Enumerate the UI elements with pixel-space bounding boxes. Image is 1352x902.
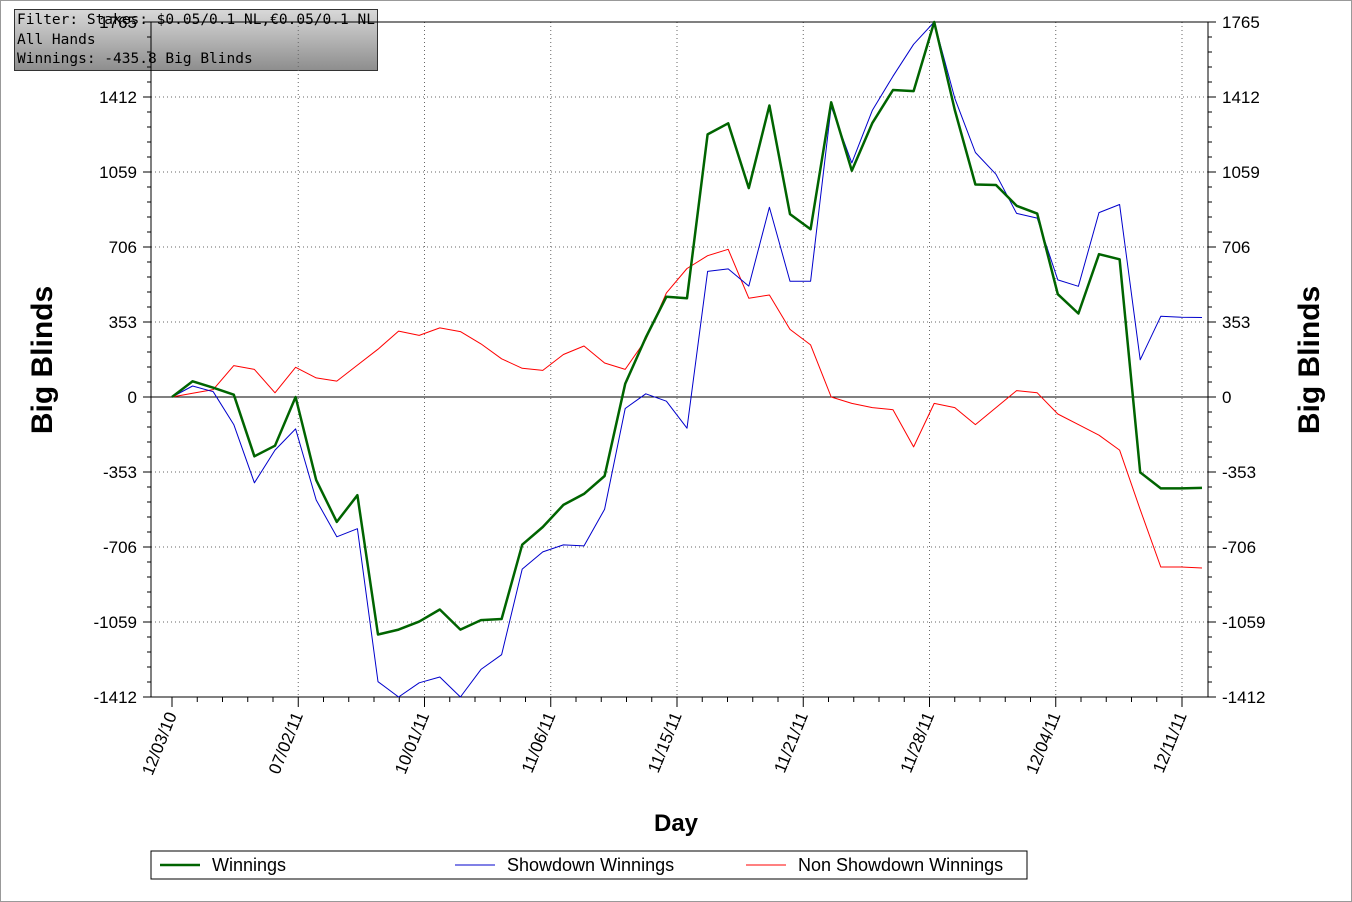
x-tick-label: 11/06/11 (518, 709, 559, 775)
filter-text: Filter: Stakes: $0.05/0.1 NL,€0.05/0.1 N… (17, 12, 375, 28)
y-tick-label-left: -706 (103, 538, 137, 557)
x-tick-label: 12/11/11 (1149, 709, 1190, 775)
x-tick-label: 11/15/11 (644, 709, 685, 775)
series-line-non-showdown-winnings (171, 248, 1203, 569)
y-tick-label-left: 1765 (99, 13, 137, 32)
x-tick-label: 10/01/11 (391, 709, 433, 776)
y-tick-label-left: 706 (109, 238, 137, 257)
y-tick-label-left: -1059 (94, 613, 137, 632)
legend-box (150, 850, 1028, 880)
hands-text: All Hands (17, 31, 96, 48)
x-axis-title: Day (654, 810, 699, 837)
legend-label-showdown: Showdown Winnings (507, 855, 674, 875)
y-tick-label-left: 1412 (99, 88, 137, 107)
legend: Winnings Showdown Winnings Non Showdown … (150, 850, 1028, 880)
y-axis-title-left: Big Blinds (26, 286, 59, 434)
y-axis-title-right: Big Blinds (1293, 286, 1326, 434)
y-tick-label-left: 0 (128, 388, 137, 407)
axes: -1412 -1412 -1059 -1059 -706 -706 -353 -353 0 0 35… (94, 13, 1266, 778)
plot-area-border (150, 21, 1209, 698)
y-tick-label-right: -1059 (1222, 613, 1265, 632)
x-tick-label: 12/03/10 (138, 709, 180, 777)
chart-info-box: Filter: Stakes: $0.05/0.1 NL,€0.05/0.1 N… (14, 9, 378, 71)
y-tick-label-left: -1412 (94, 688, 137, 707)
series-line-showdown-winnings (171, 21, 1203, 698)
series-lines (171, 20, 1203, 698)
legend-label-winnings: Winnings (212, 855, 286, 875)
y-tick-label-right: 353 (1222, 313, 1250, 332)
y-tick-label-right: 706 (1222, 238, 1250, 257)
y-tick-label-right: -706 (1222, 538, 1256, 557)
y-tick-label-right: 1765 (1222, 13, 1260, 32)
grid (151, 22, 1208, 697)
series-line-winnings (171, 20, 1203, 636)
legend-label-non-showdown: Non Showdown Winnings (798, 855, 1003, 875)
y-tick-label-right: 1412 (1222, 88, 1260, 107)
y-tick-label-right: 1059 (1222, 163, 1260, 182)
y-tick-label-left: 1059 (99, 163, 137, 182)
x-tick-label: 12/04/11 (1023, 709, 1065, 776)
x-tick-label: 07/02/11 (265, 709, 307, 776)
y-tick-label-left: -353 (103, 463, 137, 482)
x-tick-label: 11/21/11 (770, 709, 811, 775)
y-tick-label-right: 0 (1222, 388, 1231, 407)
y-tick-label-left: 353 (109, 313, 137, 332)
winnings-summary-text: Winnings: -435.8 Big Blinds (17, 51, 253, 67)
y-tick-label-right: -1412 (1222, 688, 1265, 707)
x-tick-label: 11/28/11 (897, 709, 938, 775)
y-tick-label-right: -353 (1222, 463, 1256, 482)
